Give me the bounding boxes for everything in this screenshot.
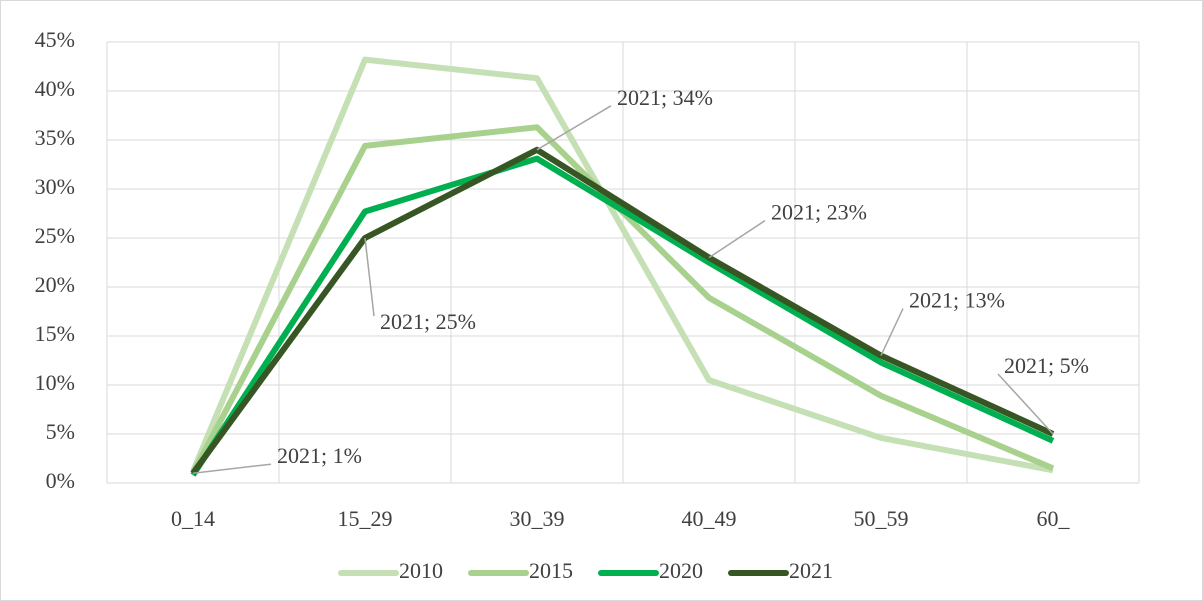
series-line — [190, 155, 1055, 477]
leader-line — [192, 463, 272, 474]
leader-line — [708, 219, 766, 259]
leader-line — [364, 237, 375, 317]
y-tick-label: 45% — [35, 27, 75, 52]
data-label: 2021; 5% — [1004, 353, 1089, 378]
y-tick-label: 10% — [35, 370, 75, 395]
data-label: 2021; 13% — [909, 288, 1005, 313]
y-tick-label: 25% — [35, 223, 75, 248]
data-label: 2021; 34% — [617, 85, 713, 110]
x-tick-label: 0_14 — [171, 506, 215, 531]
legend-label: 2020 — [659, 558, 703, 583]
y-tick-label: 0% — [46, 468, 75, 493]
y-tick-label: 30% — [35, 174, 75, 199]
legend-label: 2021 — [789, 558, 833, 583]
x-tick-label: 30_39 — [510, 506, 565, 531]
y-tick-label: 20% — [35, 272, 75, 297]
y-tick-label: 35% — [35, 125, 75, 150]
data-label: 2021; 25% — [380, 309, 476, 334]
y-tick-label: 40% — [35, 76, 75, 101]
y-tick-label: 5% — [46, 419, 75, 444]
y-tick-label: 15% — [35, 321, 75, 346]
x-tick-label: 50_59 — [854, 506, 909, 531]
x-tick-label: 40_49 — [682, 506, 737, 531]
x-tick-label: 60_ — [1037, 506, 1071, 531]
data-label: 2021; 23% — [771, 200, 867, 225]
legend-label: 2015 — [529, 558, 573, 583]
series-line — [190, 56, 1054, 474]
legend-label: 2010 — [399, 558, 443, 583]
leader-line — [997, 373, 1054, 435]
leader-line — [536, 105, 612, 151]
series-line — [190, 146, 1055, 475]
data-label: 2021; 1% — [277, 443, 362, 468]
leader-line — [880, 308, 904, 356]
x-tick-label: 15_29 — [338, 506, 393, 531]
